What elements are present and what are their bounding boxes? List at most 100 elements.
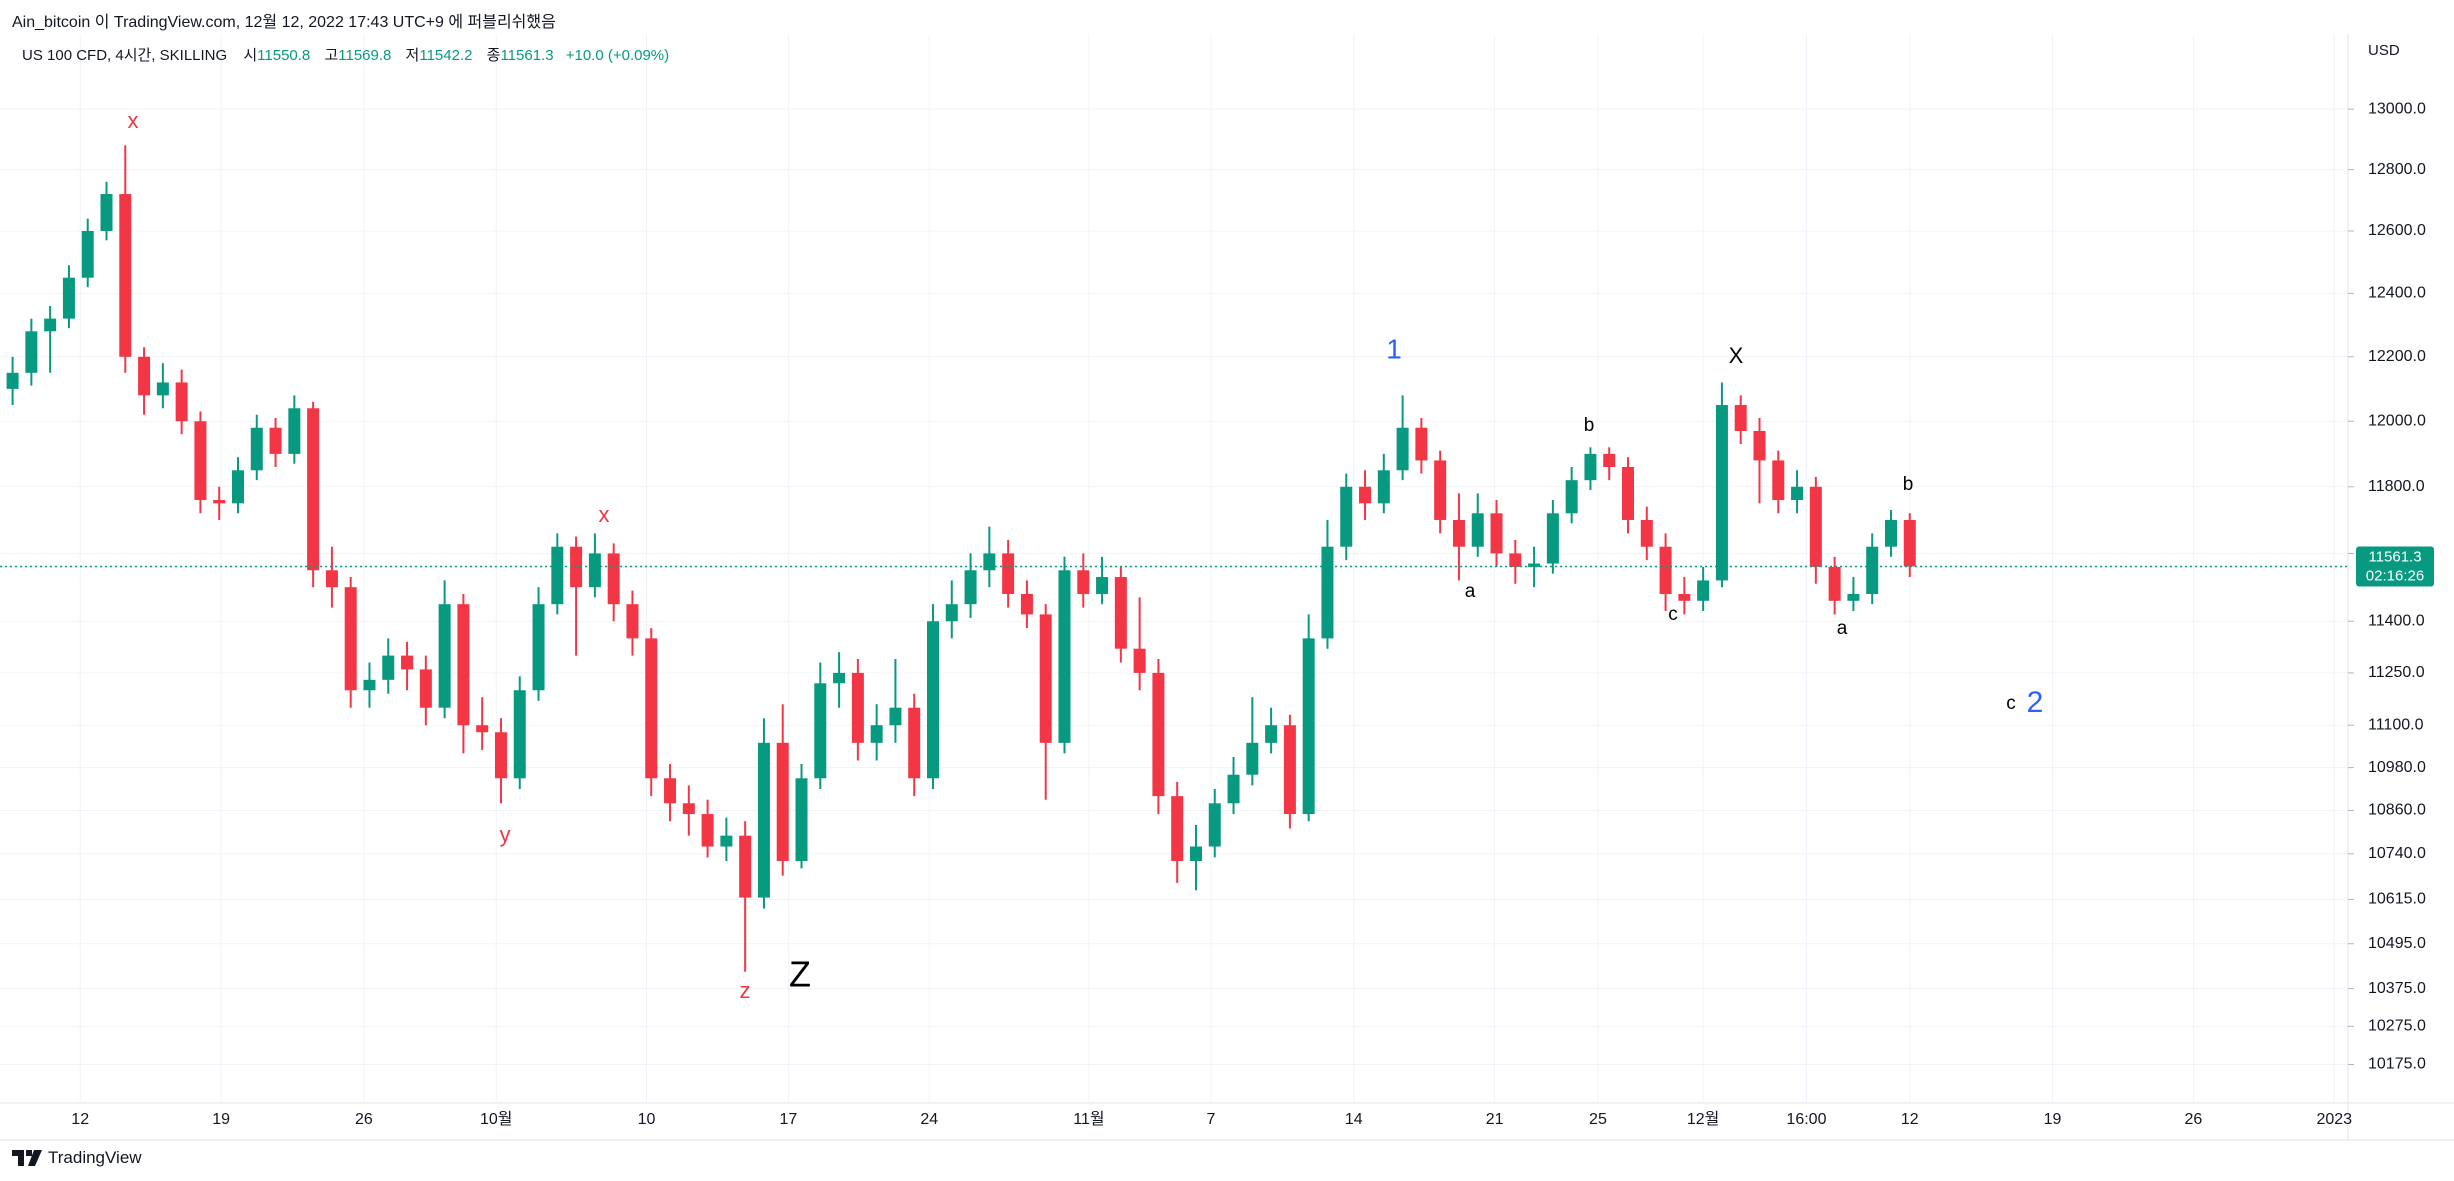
candle-body xyxy=(1189,846,1202,862)
candle-body xyxy=(250,427,263,471)
candle-body xyxy=(1715,405,1728,581)
x-tick-label: 12 xyxy=(1901,1111,1919,1128)
candle-body xyxy=(1133,648,1146,673)
wave-label: c xyxy=(1668,604,1678,625)
candle-body xyxy=(194,421,207,501)
publisher-line: Ain_bitcoin 이 TradingView.com, 12월 12, 2… xyxy=(12,14,556,31)
candle-body xyxy=(1622,467,1635,520)
x-tick-label: 21 xyxy=(1486,1111,1504,1128)
candle-body xyxy=(175,382,188,422)
candle-body xyxy=(438,604,451,708)
y-tick-label: 10860.0 xyxy=(2368,802,2426,819)
candle-body xyxy=(1452,519,1465,547)
y-tick-label: 13000.0 xyxy=(2368,100,2426,117)
wave-label: a xyxy=(1465,581,1476,602)
candle-body xyxy=(1246,742,1259,775)
brand-logo xyxy=(12,1150,42,1166)
wave-label: x xyxy=(128,108,139,133)
candle-body xyxy=(44,318,57,332)
candle-body xyxy=(1321,546,1334,639)
low-label: 저 xyxy=(405,47,420,64)
y-tick-label: 12400.0 xyxy=(2368,285,2426,302)
candle-body xyxy=(833,672,846,684)
wave-label: x xyxy=(599,502,610,527)
candle-body xyxy=(945,604,958,622)
candle-body xyxy=(1302,638,1315,815)
wave-label: a xyxy=(1837,618,1848,639)
candle-body xyxy=(795,778,808,862)
change: +10.0 (+0.09%) xyxy=(565,47,670,64)
last-price-box xyxy=(2356,546,2434,587)
candle-body xyxy=(1171,796,1184,862)
high-label: 고 xyxy=(324,47,339,64)
candle-body xyxy=(1077,570,1090,594)
candle-body xyxy=(607,553,620,605)
candle-body xyxy=(889,707,902,726)
footer: TradingView xyxy=(12,1148,142,1168)
candle-body xyxy=(1208,803,1221,847)
candle-body xyxy=(1396,427,1409,471)
candle-body xyxy=(138,356,151,396)
x-tick-label: 10월 xyxy=(480,1110,513,1128)
y-tick-label: 12800.0 xyxy=(2368,161,2426,178)
candle-body xyxy=(100,194,113,232)
candle-body xyxy=(870,725,883,743)
x-tick-label: 19 xyxy=(212,1111,230,1128)
candle-body xyxy=(1114,577,1127,649)
candle-body xyxy=(739,835,752,898)
countdown: 02:16:26 xyxy=(2366,567,2424,584)
wave-label: z xyxy=(740,978,751,1003)
y-tick-label: 10495.0 xyxy=(2368,935,2426,952)
candle-body xyxy=(1283,725,1296,815)
candle-body xyxy=(720,835,733,847)
candle-body xyxy=(25,331,38,373)
last-price-label: 11561.3 xyxy=(2368,548,2421,565)
candle-body xyxy=(1866,546,1879,594)
y-tick-label: 10615.0 xyxy=(2368,891,2426,908)
candle-body xyxy=(1884,519,1897,547)
candle-body xyxy=(363,679,376,691)
candle-body xyxy=(494,732,507,779)
wave-label: c xyxy=(2006,693,2016,714)
candle-body xyxy=(1697,580,1710,601)
wave-label: 2 xyxy=(2027,686,2044,719)
candle-body xyxy=(1265,725,1278,743)
brand: TradingView xyxy=(48,1148,142,1167)
candle-body xyxy=(1020,593,1033,615)
candle-body xyxy=(814,683,827,779)
y-tick-label: 11800.0 xyxy=(2368,478,2425,495)
y-tick-label: 12000.0 xyxy=(2368,412,2426,429)
low-value: 11542.2 xyxy=(419,47,473,64)
close-value: 11561.3 xyxy=(500,47,554,64)
candle-body xyxy=(156,382,169,396)
x-tick-label: 25 xyxy=(1589,1111,1607,1128)
candle-body xyxy=(119,194,132,357)
candle-body xyxy=(401,655,414,670)
y-tick-label: 10275.0 xyxy=(2368,1018,2426,1035)
candle-body xyxy=(1039,614,1052,743)
symbol-legend: US 100 CFD, 4시간, SKILLING 시11550.8 고 1156… xyxy=(22,44,677,65)
wave-label: y xyxy=(500,822,511,847)
y-tick-label: 11400.0 xyxy=(2368,612,2425,629)
candle-body xyxy=(419,669,432,708)
x-tick-label: 17 xyxy=(779,1111,797,1128)
candle-body xyxy=(1434,460,1447,520)
candle-body xyxy=(1340,486,1353,547)
open-label: 시 xyxy=(243,47,258,64)
candle-body xyxy=(588,553,601,588)
candle-body xyxy=(325,570,338,588)
candle-body xyxy=(851,672,864,743)
candle-body xyxy=(1528,563,1541,567)
candle-body xyxy=(964,570,977,605)
candle-body xyxy=(1490,513,1503,554)
y-tick-label: 11250.0 xyxy=(2368,664,2425,681)
open-value: 11550.8 xyxy=(257,47,311,64)
x-tick-label: 11월 xyxy=(1073,1110,1104,1128)
y-tick-label: 10980.0 xyxy=(2368,759,2426,776)
candle-body xyxy=(231,470,244,504)
candle-body xyxy=(307,408,320,571)
candle-body xyxy=(1058,570,1071,743)
candle-body xyxy=(1002,553,1015,594)
symbol: US 100 CFD, 4시간, SKILLING xyxy=(22,47,228,64)
